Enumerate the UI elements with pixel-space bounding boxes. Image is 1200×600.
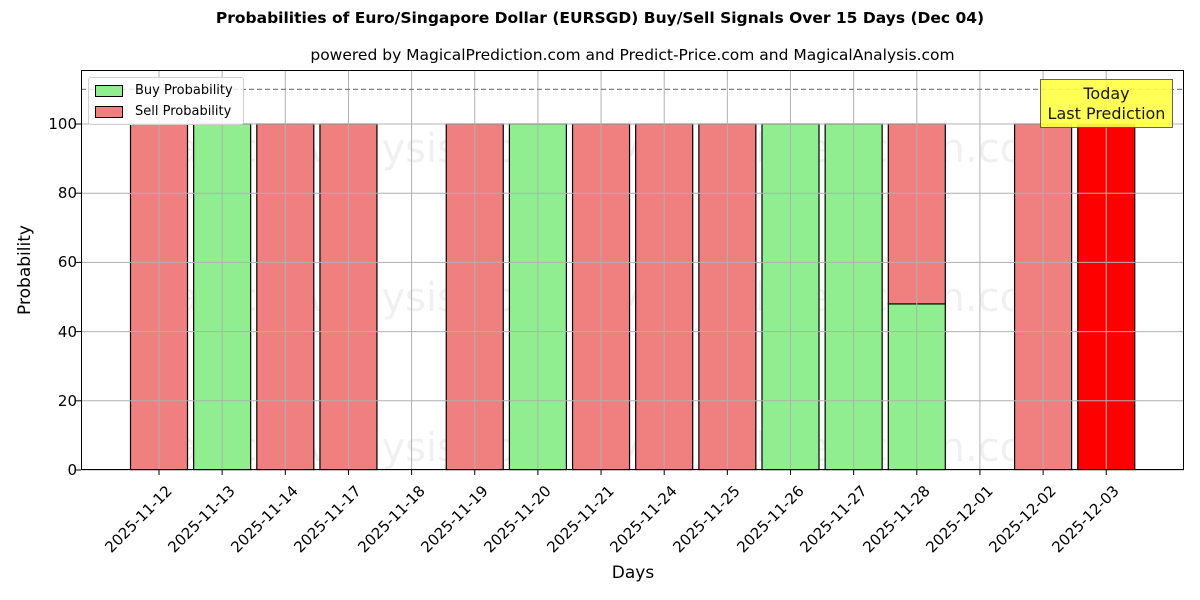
chart-title: Probabilities of Euro/Singapore Dollar (… (215, 9, 985, 27)
annotation-line-2: Last Prediction (1047, 104, 1166, 123)
plot-area (81, 70, 1184, 470)
y-tick-label: 100 (48, 115, 77, 133)
today-annotation: Today Last Prediction (1040, 79, 1173, 128)
legend-item-sell: Sell Probability (95, 104, 231, 119)
legend-sell-label: Sell Probability (135, 104, 232, 119)
sell-swatch-icon (95, 105, 123, 118)
legend-item-buy: Buy Probability (95, 83, 233, 98)
y-tick-label: 0 (67, 461, 77, 479)
y-tick-label: 60 (57, 253, 77, 272)
buy-swatch-icon (95, 84, 123, 97)
y-tick-label: 40 (57, 322, 77, 341)
y-tick-label: 80 (57, 184, 77, 203)
legend: Buy Probability Sell Probability (88, 77, 244, 125)
annotation-line-1: Today (1083, 84, 1130, 103)
y-tick-label: 20 (57, 391, 77, 410)
x-axis-label: Days (611, 563, 655, 583)
legend-buy-label: Buy Probability (135, 83, 233, 98)
chart-subtitle: powered by MagicalPrediction.com and Pre… (310, 46, 955, 64)
